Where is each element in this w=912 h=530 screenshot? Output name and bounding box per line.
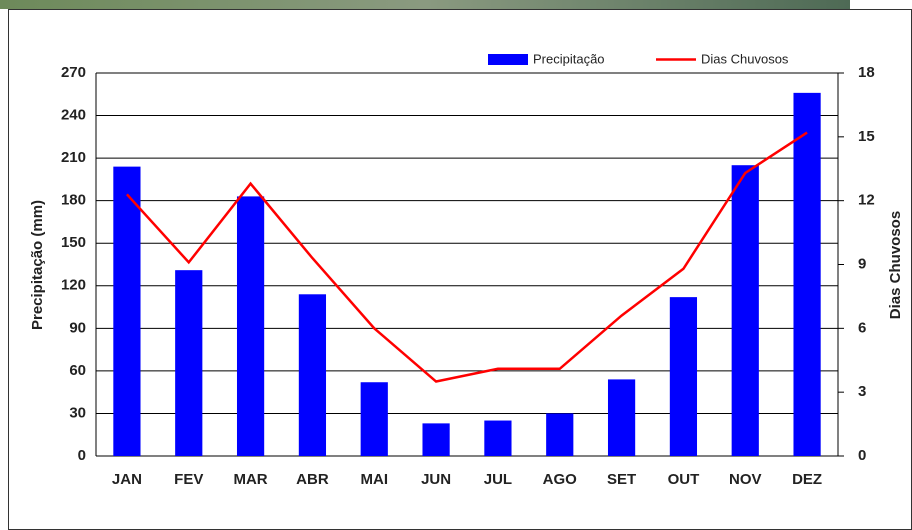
x-tick-label: MAR <box>233 471 267 488</box>
frame <box>8 9 912 530</box>
x-tick-label: ABR <box>296 471 329 488</box>
bar <box>484 420 512 456</box>
y-tick-label: 90 <box>69 319 86 336</box>
y2-tick-label: 18 <box>858 64 875 81</box>
bar <box>669 297 698 456</box>
y-tick-label: 150 <box>61 234 86 251</box>
y-tick-label: 240 <box>61 107 86 124</box>
y2-axis-label: Dias Chuvosos <box>887 211 904 319</box>
x-tick-label: JUL <box>484 471 512 488</box>
x-tick-label: AGO <box>543 471 578 488</box>
bar <box>607 379 636 456</box>
y-tick-label: 0 <box>78 447 86 464</box>
x-tick-label: MAI <box>361 471 389 488</box>
bar <box>298 294 327 456</box>
bar <box>113 166 141 456</box>
bar <box>422 423 450 456</box>
bar <box>793 92 821 457</box>
y2-tick-label: 9 <box>858 255 866 272</box>
y2-tick-label: 6 <box>858 319 866 336</box>
x-tick-label: OUT <box>668 471 700 488</box>
y-axis-label: Precipitação (mm) <box>29 200 46 330</box>
legend-label: Dias Chuvosos <box>701 51 789 66</box>
x-tick-label: DEZ <box>792 471 822 488</box>
bar <box>731 165 759 456</box>
y2-tick-label: 0 <box>858 447 866 464</box>
y-tick-label: 210 <box>61 149 86 166</box>
y-tick-label: 60 <box>69 362 86 379</box>
x-tick-label: SET <box>607 471 636 488</box>
x-tick-label: JUN <box>421 471 451 488</box>
bar <box>236 196 265 456</box>
x-tick-label: FEV <box>174 471 203 488</box>
y-tick-label: 270 <box>61 64 86 81</box>
y2-tick-label: 3 <box>858 383 866 400</box>
y-tick-label: 30 <box>69 404 86 421</box>
bar <box>175 270 203 456</box>
legend-label: Precipitação <box>533 51 605 66</box>
y-tick-label: 180 <box>61 192 86 209</box>
line <box>125 131 808 383</box>
photo-strip <box>0 0 850 9</box>
bar <box>546 413 574 456</box>
x-tick-label: NOV <box>729 471 762 488</box>
x-tick-label: JAN <box>112 471 142 488</box>
y2-tick-label: 15 <box>858 128 875 145</box>
y-tick-label: 120 <box>61 277 86 294</box>
legend-swatch <box>488 54 528 65</box>
y2-tick-label: 12 <box>858 192 875 209</box>
bar <box>360 382 388 456</box>
